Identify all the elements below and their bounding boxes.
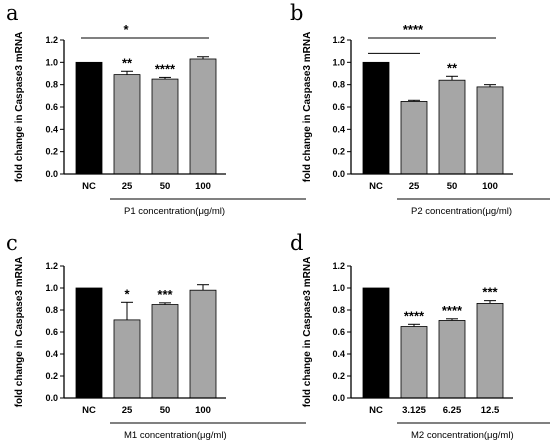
bar-6.25 — [438, 320, 466, 399]
significance-stars: **** — [155, 61, 176, 76]
significance-stars: ** — [122, 55, 133, 70]
significance-stars: *** — [157, 287, 173, 302]
bar-NC — [75, 61, 103, 175]
x-axis-label: M2 concentration(μg/ml) — [411, 430, 514, 441]
y-tick-label: 1.2 — [45, 35, 58, 45]
y-axis-label: fold change in Caspase3 mRNA — [14, 257, 25, 408]
x-tick-label: 25 — [409, 181, 420, 192]
y-tick-label: 0.6 — [332, 102, 345, 112]
y-axis-label: fold change in Caspase3 mRNA — [14, 32, 25, 183]
y-axis-label: fold change in Caspase3 mRNA — [302, 257, 313, 408]
x-tick-label: NC — [369, 405, 383, 416]
y-tick-label: 1.2 — [332, 261, 345, 271]
x-tick-label: NC — [82, 405, 96, 416]
bar-50 — [438, 79, 466, 175]
y-tick-label: 1.0 — [45, 283, 58, 293]
x-tick-label: NC — [82, 181, 96, 192]
y-tick-label: 0.0 — [332, 393, 345, 403]
y-tick-label: 0.8 — [45, 80, 58, 90]
y-tick-label: 0.2 — [332, 371, 345, 381]
panel-letter: b — [290, 1, 303, 25]
significance-stars: * — [124, 286, 130, 301]
x-tick-label: 12.5 — [481, 405, 500, 416]
significance-stars: ** — [447, 60, 458, 75]
x-tick-label: 3.125 — [402, 405, 426, 416]
y-tick-label: 0.4 — [332, 124, 345, 134]
bar-NC — [362, 287, 390, 399]
y-tick-label: 0.8 — [332, 305, 345, 315]
chart-panel-a: a fold change in Caspase3 mRNA 0.0 0.2 0.4 0.… — [6, 1, 306, 217]
y-tick-label: 0.0 — [45, 169, 58, 179]
bar-3.125 — [400, 326, 428, 399]
y-axis-label: fold change in Caspase3 mRNA — [302, 32, 313, 183]
bar-50 — [151, 304, 179, 399]
x-axis-label: P1 concentration(μg/ml) — [124, 206, 225, 217]
y-tick-label: 0.4 — [45, 124, 58, 134]
y-tick-label: 0.2 — [332, 147, 345, 157]
bar-100 — [189, 289, 217, 399]
y-tick-label: 1.2 — [45, 261, 58, 271]
y-tick-label: 0.6 — [45, 327, 58, 337]
panel-letter: a — [6, 1, 19, 25]
bracket-stars: **** — [403, 22, 424, 37]
x-tick-label: 100 — [195, 405, 211, 416]
x-tick-label: 25 — [122, 405, 133, 416]
y-tick-label: 1.0 — [45, 57, 58, 67]
bar-100 — [189, 58, 217, 175]
x-axis-label: M1 concentration(μg/ml) — [124, 430, 227, 441]
x-tick-label: 50 — [160, 405, 171, 416]
y-tick-label: 0.0 — [332, 169, 345, 179]
y-tick-label: 1.0 — [332, 283, 345, 293]
x-tick-label: 25 — [122, 181, 133, 192]
bar-25 — [113, 74, 141, 175]
x-tick-label: 100 — [482, 181, 498, 192]
y-tick-label: 0.6 — [332, 327, 345, 337]
bar-25 — [400, 101, 428, 175]
y-tick-label: 0.2 — [45, 371, 58, 381]
bar-25 — [113, 319, 141, 399]
bar-100 — [476, 86, 504, 175]
x-tick-label: 50 — [160, 181, 171, 192]
significance-stars: **** — [442, 303, 463, 318]
y-tick-label: 0.4 — [332, 349, 345, 359]
bar-NC — [75, 287, 103, 399]
x-tick-label: NC — [369, 181, 383, 192]
y-tick-label: 0.6 — [45, 102, 58, 112]
bracket-stars: * — [123, 22, 129, 37]
x-tick-label: 100 — [195, 181, 211, 192]
y-tick-label: 0.8 — [332, 80, 345, 90]
y-tick-label: 0.0 — [45, 393, 58, 403]
chart-panel-d: d fold change in Caspase3 mRNA 0.0 0.2 0.4 0.… — [290, 231, 550, 441]
y-tick-label: 0.8 — [45, 305, 58, 315]
bar-50 — [151, 78, 179, 175]
y-tick-label: 1.2 — [332, 35, 345, 45]
chart-panel-b: b fold change in Caspase3 mRNA 0.0 0.2 0.4 0.… — [290, 1, 550, 217]
y-tick-label: 0.4 — [45, 349, 58, 359]
significance-stars: **** — [404, 308, 425, 323]
chart-panel-c: c fold change in Caspase3 mRNA 0.0 0.2 0.4 0.… — [6, 231, 306, 441]
y-tick-label: 1.0 — [332, 57, 345, 67]
x-tick-label: 50 — [447, 181, 458, 192]
significance-stars: *** — [482, 285, 498, 300]
panel-letter: d — [290, 231, 303, 255]
x-tick-label: 6.25 — [443, 405, 462, 416]
bar-12.5 — [476, 302, 504, 399]
y-tick-label: 0.2 — [45, 147, 58, 157]
x-axis-label: P2 concentration(μg/ml) — [411, 206, 512, 217]
panel-letter: c — [6, 231, 18, 255]
bar-NC — [362, 61, 390, 175]
